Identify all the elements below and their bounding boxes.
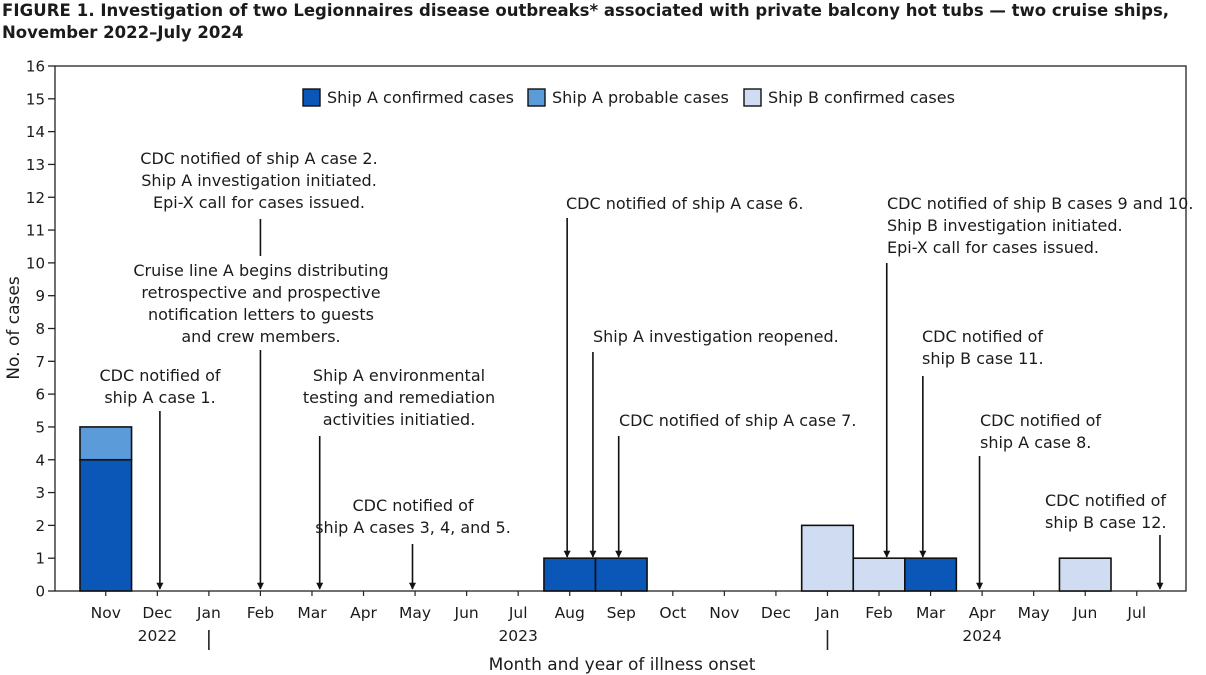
bar — [79, 426, 133, 461]
annotation-text: Epi-X call for cases issued. — [887, 238, 1099, 257]
x-tick-label: Aug — [555, 604, 585, 622]
legend-label: Ship A confirmed cases — [327, 88, 514, 107]
y-tick-label: 6 — [35, 386, 45, 404]
annotation-text: ship B case 11. — [922, 349, 1044, 368]
y-tick-label: 2 — [35, 517, 45, 535]
annotation-text: Cruise line A begins distributing — [133, 261, 388, 280]
bar — [594, 557, 648, 592]
annotation-text: CDC notified of — [922, 327, 1043, 346]
figure-title-line2: November 2022–July 2024 — [2, 23, 244, 42]
y-tick-label: 7 — [35, 353, 45, 371]
annotation-text: retrospective and prospective — [141, 283, 380, 302]
x-tick-label: Oct — [659, 604, 686, 622]
y-tick-label: 5 — [35, 418, 45, 436]
annotation-text: CDC notified of — [980, 411, 1101, 430]
bar — [903, 557, 958, 592]
y-tick-label: 16 — [26, 58, 45, 76]
x-tick-label: Sep — [607, 604, 636, 622]
x-tick-label: Feb — [865, 604, 892, 622]
annotation-text: activities initiatied. — [323, 410, 476, 429]
y-axis-label: No. of cases — [4, 276, 24, 379]
y-tick-label: 14 — [26, 123, 45, 141]
figure-title-text: . Investigation of two Legionnaires dise… — [88, 1, 1170, 20]
legend-label: Ship A probable cases — [552, 88, 729, 107]
y-tick-label: 9 — [35, 287, 45, 305]
year-label: 2024 — [962, 627, 1001, 645]
x-tick-label: Jun — [454, 604, 479, 622]
x-tick-label: May — [399, 604, 431, 622]
bar — [800, 524, 855, 592]
x-tick-label: Feb — [247, 604, 274, 622]
y-tick-label: 12 — [26, 189, 45, 207]
year-label: 2022 — [138, 627, 177, 645]
legend-label: Ship B confirmed cases — [768, 88, 955, 107]
figure-title: FIGURE 1. Investigation of two Legionnai… — [2, 0, 1206, 44]
annotation-text: Ship A investigation initiated. — [141, 171, 377, 190]
x-tick-label: Nov — [709, 604, 739, 622]
x-tick-label: Mar — [297, 604, 327, 622]
annotation-text: CDC notified of — [100, 366, 221, 385]
annotation-text: Ship B investigation initiated. — [887, 216, 1123, 235]
y-tick-label: 10 — [26, 254, 45, 272]
bar — [79, 458, 133, 592]
x-tick-label: Dec — [761, 604, 791, 622]
x-tick-label: May — [1018, 604, 1050, 622]
annotation-text: CDC notified of ship A case 7. — [619, 411, 856, 430]
annotation-text: testing and remediation — [303, 388, 495, 407]
annotation-text: ship A case 1. — [104, 388, 215, 407]
x-tick-label: Apr — [350, 604, 377, 622]
annotation-text: Epi-X call for cases issued. — [153, 193, 365, 212]
x-tick-label: Nov — [91, 604, 121, 622]
legend: Ship A confirmed cases Ship A probable ca… — [302, 88, 955, 107]
bars — [79, 426, 1112, 592]
bar — [543, 557, 597, 592]
bar — [1058, 557, 1112, 592]
annotation-text: notification letters to guests — [148, 305, 374, 324]
x-tick-label: Jan — [815, 604, 840, 622]
annotation-text: Ship A environmental — [313, 366, 485, 385]
x-axis: Nov Dec Jan Feb Mar Apr May Jun Jul Aug Sep Oct Nov D… — [91, 591, 1146, 650]
y-tick-label: 8 — [35, 320, 45, 338]
annotation-text: ship A cases 3, 4, and 5. — [315, 518, 511, 537]
legend-swatch — [527, 88, 546, 107]
figure-label: FIGURE 1 — [2, 1, 89, 20]
y-tick-label: 1 — [35, 550, 45, 568]
annotation-text: CDC notified of — [353, 496, 474, 515]
y-tick-label: 11 — [26, 222, 45, 240]
annotation-text: ship A case 8. — [980, 433, 1091, 452]
legend-swatch — [302, 88, 321, 107]
annotation-text: CDC notified of ship A case 2. — [140, 149, 377, 168]
annotation-text: CDC notified of ship A case 6. — [566, 194, 803, 213]
x-tick-label: Jul — [1126, 604, 1146, 622]
x-tick-label: Jan — [196, 604, 221, 622]
year-label: 2023 — [498, 627, 537, 645]
y-tick-label: 4 — [35, 451, 45, 469]
y-tick-label: 0 — [35, 583, 45, 601]
y-tick-label: 13 — [26, 156, 45, 174]
x-axis-label: Month and year of illness onset — [489, 655, 756, 675]
annotation-text: CDC notified of — [1045, 491, 1166, 510]
bar — [852, 557, 906, 592]
x-tick-label: Jul — [508, 604, 528, 622]
annotation-text: Ship A investigation reopened. — [593, 327, 839, 346]
y-tick-label: 15 — [26, 90, 45, 108]
x-tick-label: Mar — [916, 604, 946, 622]
x-tick-label: Jun — [1072, 604, 1097, 622]
annotation-text: CDC notified of ship B cases 9 and 10. — [887, 194, 1193, 213]
annotation-text: and crew members. — [181, 327, 340, 346]
annotation-text: ship B case 12. — [1045, 513, 1167, 532]
annotations: CDC notified of ship A case 1. CDC notifie… — [100, 149, 1193, 590]
x-tick-label: Dec — [142, 604, 172, 622]
x-tick-label: Apr — [969, 604, 996, 622]
legend-swatch — [743, 88, 762, 107]
y-tick-label: 3 — [35, 484, 45, 502]
